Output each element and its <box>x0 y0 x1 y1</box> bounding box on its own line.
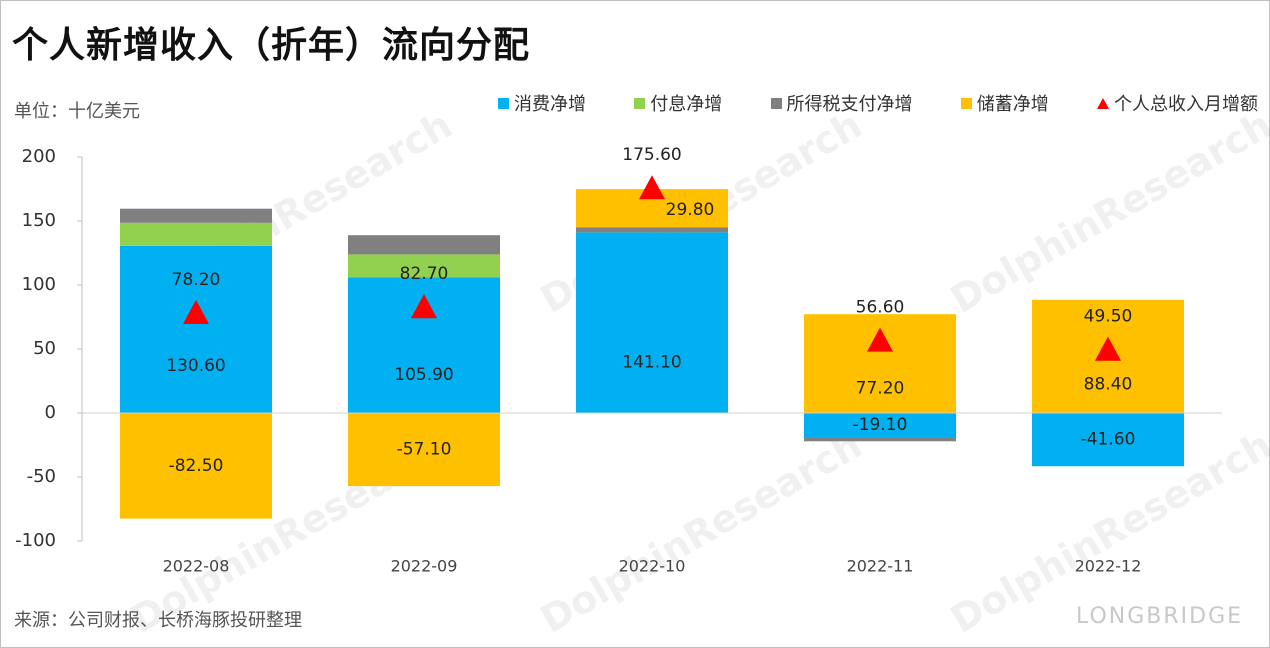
legend-item-savings: 储蓄净增 <box>960 90 1049 116</box>
data-label-total: 78.20 <box>172 270 221 290</box>
y-tick-label: 200 <box>22 146 56 167</box>
data-label-total: 175.60 <box>622 145 681 165</box>
total-marker <box>639 175 665 200</box>
data-label-consumption: -41.60 <box>1081 430 1136 450</box>
legend-label: 个人总收入月增额 <box>1114 94 1258 115</box>
data-label-savings: 88.40 <box>1084 375 1133 395</box>
watermark-brand: LONGBRIDGE <box>1076 604 1244 629</box>
bar-tax <box>804 437 956 442</box>
bar-consumption <box>120 245 272 413</box>
chart-title: 个人新增收入（折年）流向分配 <box>12 25 531 66</box>
legend-swatch-consumption <box>498 97 509 109</box>
legend: 消费净增 付息净增 所得税支付净增 储蓄净增 个人总收入月增额 <box>498 90 1258 116</box>
legend-label: 储蓄净增 <box>976 94 1049 115</box>
x-tick-label: 2022-11 <box>847 557 914 576</box>
legend-label: 付息净增 <box>650 94 723 115</box>
y-tick-label: 50 <box>33 338 56 359</box>
total-marker <box>411 294 437 319</box>
bar-savings <box>120 413 272 519</box>
legend-item-total: 个人总收入月增额 <box>1097 90 1258 116</box>
legend-swatch-savings <box>960 97 972 109</box>
bar-consumption <box>804 413 956 438</box>
total-marker <box>1095 336 1121 361</box>
total-marker <box>183 299 209 324</box>
bar-tax <box>576 227 728 233</box>
x-tick-label: 2022-12 <box>1075 557 1142 576</box>
bar-consumption <box>576 232 728 413</box>
bar-consumption <box>1032 413 1184 467</box>
legend-item-consumption: 消费净增 <box>498 90 586 116</box>
data-label-savings: 29.80 <box>666 200 715 220</box>
data-label-consumption: -19.10 <box>853 415 908 435</box>
y-tick-label: 100 <box>22 274 56 295</box>
y-tick-label: 0 <box>45 402 56 423</box>
data-label-consumption: 105.90 <box>394 365 453 385</box>
data-label-total: 82.70 <box>400 264 449 284</box>
y-tick-label: 150 <box>22 210 56 231</box>
x-tick-label: 2022-09 <box>391 557 458 576</box>
data-label-savings: -82.50 <box>169 456 224 476</box>
data-label-consumption: 130.60 <box>166 356 225 376</box>
data-label-consumption: 141.10 <box>622 352 681 372</box>
legend-swatch-interest <box>634 97 646 109</box>
legend-item-tax: 所得税支付净增 <box>770 90 913 116</box>
data-label-total: 49.50 <box>1084 307 1133 327</box>
source-note: 来源：公司财报、长桥海豚投研整理 <box>14 610 302 631</box>
y-tick-label: -100 <box>15 530 56 551</box>
legend-swatch-tax <box>770 97 782 109</box>
bar-savings <box>348 413 500 487</box>
total-marker <box>867 327 893 352</box>
x-tick-label: 2022-10 <box>619 557 686 576</box>
bar-interest <box>348 254 500 278</box>
legend-label: 所得税支付净增 <box>786 94 913 115</box>
data-label-savings: 77.20 <box>856 378 905 398</box>
x-tick-label: 2022-08 <box>163 557 230 576</box>
legend-swatch-total <box>1097 97 1109 109</box>
legend-item-interest: 付息净增 <box>634 90 722 116</box>
y-tick-label: -50 <box>27 466 56 487</box>
bar-interest <box>120 222 272 246</box>
unit-label: 单位：十亿美元 <box>14 101 140 122</box>
bar-tax <box>120 208 272 223</box>
bar-tax <box>348 235 500 255</box>
data-label-total: 56.60 <box>856 298 905 318</box>
legend-label: 消费净增 <box>514 94 586 115</box>
data-label-savings: -57.10 <box>397 440 452 460</box>
